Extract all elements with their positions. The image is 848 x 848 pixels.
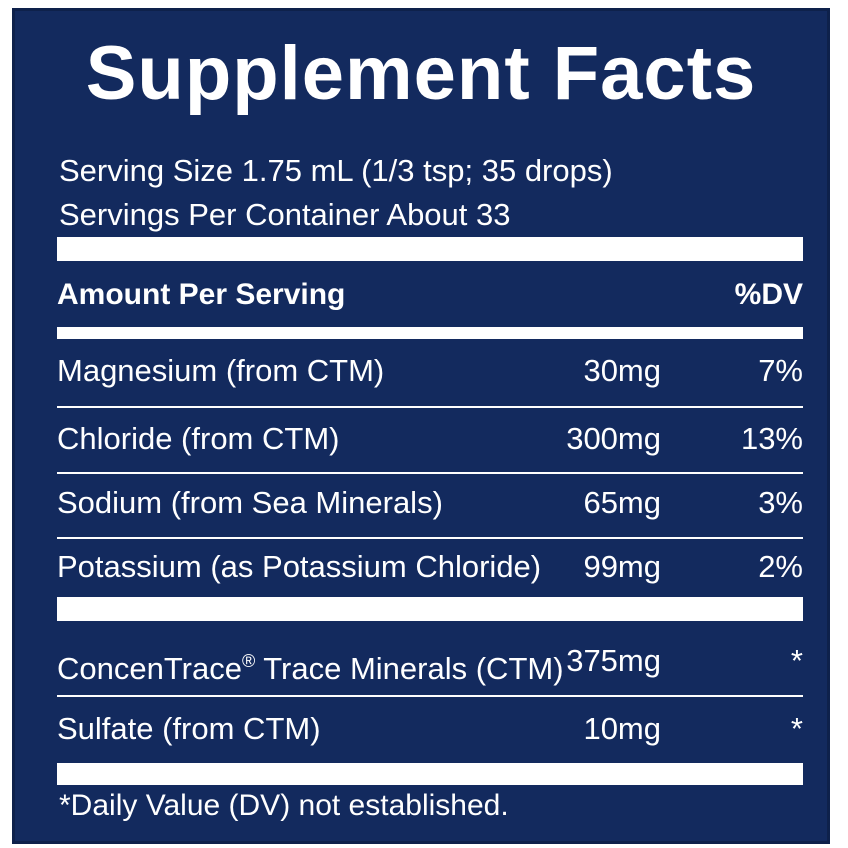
ingredient-name: ConcenTrace® Trace Minerals (CTM) [57, 651, 564, 686]
nutrient-row: Potassium (as Potassium Chloride) 99mg 2… [57, 537, 803, 597]
nutrient-name: Potassium (as Potassium Chloride) [57, 549, 542, 584]
nutrient-name: Chloride (from CTM) [57, 421, 340, 456]
ingredient-dv: * [790, 643, 803, 678]
panel-title: Supplement Facts [85, 31, 757, 116]
row-divider [57, 537, 803, 539]
nutrient-dv: 13% [740, 421, 803, 456]
nutrient-row: Chloride (from CTM) 300mg 13% [57, 409, 803, 469]
other-ingredient-row: Sulfate (from CTM) 10mg * [57, 699, 803, 759]
nutrient-amount: 99mg [583, 549, 661, 584]
ingredient-amount: 375mg [566, 643, 661, 678]
nutrient-dv: 3% [758, 485, 803, 520]
nutrient-row: Magnesium (from CTM) 30mg 7% [57, 341, 803, 401]
ingredient-dv: * [790, 711, 803, 746]
thick-divider-top [57, 237, 803, 261]
amount-per-serving-label: Amount Per Serving [57, 278, 346, 311]
other-ingredient-row: ConcenTrace® Trace Minerals (CTM) 375mg … [57, 631, 803, 691]
nutrient-dv: 2% [758, 549, 803, 584]
nutrient-row: Sodium (from Sea Minerals) 65mg 3% [57, 473, 803, 533]
ingredient-amount: 10mg [583, 711, 661, 746]
servings-per-container: Servings Per Container About 33 [59, 197, 511, 232]
supplement-facts-panel: Supplement Facts Serving Size 1.75 mL (1… [12, 8, 830, 844]
dv-header-label: %DV [734, 278, 803, 311]
nutrient-amount: 65mg [583, 485, 661, 520]
registered-mark: ® [241, 651, 256, 671]
nutrient-name: Sodium (from Sea Minerals) [57, 485, 443, 520]
nutrient-amount: 300mg [566, 421, 661, 456]
medium-divider [57, 327, 803, 339]
row-divider [57, 406, 803, 408]
row-divider [57, 695, 803, 697]
serving-size: Serving Size 1.75 mL (1/3 tsp; 35 drops) [59, 153, 613, 188]
footnote: *Daily Value (DV) not established. [59, 789, 509, 822]
nutrient-name: Magnesium (from CTM) [57, 353, 385, 388]
nutrient-dv: 7% [758, 353, 803, 388]
ingredient-name: Sulfate (from CTM) [57, 711, 321, 746]
thick-divider-middle [57, 597, 803, 621]
nutrient-amount: 30mg [583, 353, 661, 388]
amount-header-row: Amount Per Serving %DV [57, 265, 803, 325]
row-divider [57, 472, 803, 474]
thick-divider-bottom [57, 763, 803, 785]
